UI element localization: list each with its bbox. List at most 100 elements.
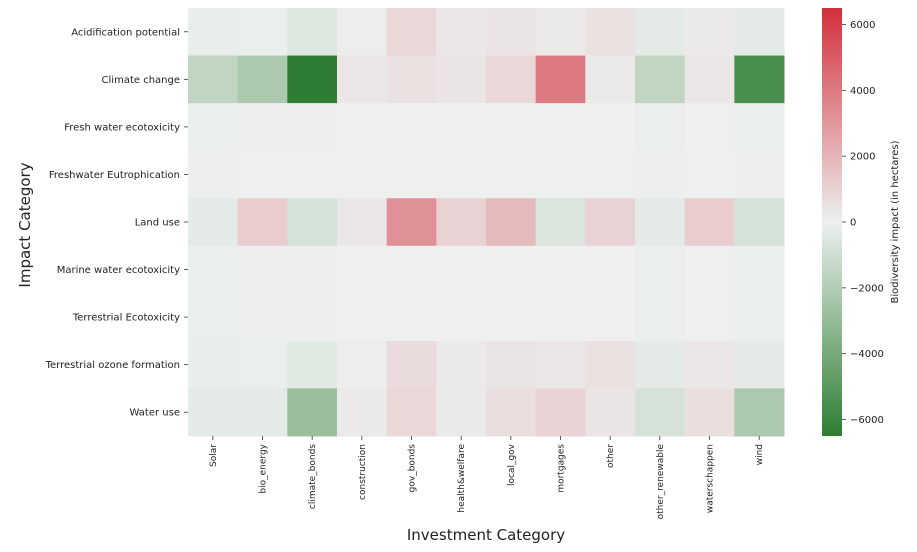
heatmap-cell [287,103,338,152]
heatmap-cell [188,388,239,437]
heatmap-cell [585,340,636,389]
heatmap-cell [734,198,785,247]
heatmap-cell [734,245,785,294]
x-tick-label: local_gov [507,443,517,486]
heatmap-cell [585,103,636,152]
heatmap-cell [237,293,288,342]
heatmap-cell [486,103,537,152]
heatmap-cell [337,340,388,389]
x-tick-label: other_renewable [656,444,666,520]
heatmap-cell [486,293,537,342]
heatmap-cell [684,293,735,342]
heatmap-cell [684,150,735,199]
heatmap-cell [535,198,586,247]
heatmap-cell [287,293,338,342]
y-tick-label: Acidification potential [71,27,180,38]
x-tick-label: climate_bonds [308,444,318,509]
heatmap-cell [734,55,785,104]
heatmap-cell [486,340,537,389]
heatmap-cell [237,388,288,437]
y-tick-label: Water use [130,408,180,419]
heatmap-cell [635,150,686,199]
heatmap-cell [188,198,239,247]
heatmap-cell [287,55,338,104]
heatmap-cell [535,245,586,294]
heatmap-cell [337,8,388,57]
heatmap-cell [436,8,487,57]
heatmap-cell [734,340,785,389]
heatmap-cell [237,55,288,104]
heatmap-cell [237,340,288,389]
heatmap-cell [635,245,686,294]
heatmap-cell [436,103,487,152]
y-tick-labels: Acidification potential Climate change Fre… [45,27,188,419]
colorbar: −6000 −4000 −2000 0 2000 4000 6000 Biodiversit… [822,8,901,436]
heatmap-cell [337,293,388,342]
colorbar-ticks: −6000 −4000 −2000 0 2000 4000 6000 [842,20,884,426]
heatmap-cell [287,198,338,247]
colorbar-tick-label: −6000 [850,415,884,426]
heatmap-cell [635,340,686,389]
x-tick-label: Solar [209,444,219,467]
heatmap-cell [635,103,686,152]
colorbar-tick-label: 2000 [850,152,875,163]
x-tick-labels: Solar bio_energy climate_bonds construction… [209,436,765,519]
heatmap-cell [684,388,735,437]
heatmap-cell [188,293,239,342]
heatmap-cell [684,8,735,57]
heatmap-cell [188,150,239,199]
heatmap-cell [585,245,636,294]
heatmap-cell [734,8,785,57]
heatmap-cell [237,103,288,152]
heatmap-cell [386,103,437,152]
heatmap-cell [486,198,537,247]
y-tick-label: Land use [135,218,180,229]
heatmap-cell [436,198,487,247]
heatmap-cell [486,55,537,104]
heatmap-cell [734,293,785,342]
heatmap-cell [635,388,686,437]
x-tick-label: mortgages [557,444,567,493]
colorbar-tick-label: −2000 [850,283,884,294]
heatmap-cell [486,388,537,437]
heatmap-cell [386,150,437,199]
heatmap-cell [287,150,338,199]
heatmap-cell [188,340,239,389]
heatmap-cell [535,103,586,152]
heatmap-cell [535,340,586,389]
y-tick-label: Terrestrial ozone formation [45,360,180,371]
heatmap-cell [287,8,338,57]
heatmap-cell [585,150,636,199]
heatmap-cell [585,388,636,437]
colorbar-title: Biodiversity impact (in hectares) [890,140,901,303]
colorbar-tick-label: −4000 [850,349,884,360]
heatmap-cell [436,55,487,104]
heatmap-cell [386,198,437,247]
heatmap-cell [188,55,239,104]
heatmap-cell [535,55,586,104]
x-tick-label: waterschappen [706,444,716,513]
heatmap-cell [585,55,636,104]
heatmap-cell [188,103,239,152]
heatmap-cell [684,103,735,152]
heatmap-cell [535,150,586,199]
heatmap-cell [436,340,487,389]
heatmap-cell [337,198,388,247]
heatmap-cell [486,245,537,294]
y-tick-label: Fresh water ecotoxicity [64,122,180,133]
heatmap-cell [386,340,437,389]
heatmap-cell [237,8,288,57]
heatmap-cell [635,55,686,104]
y-tick-label: Climate change [102,75,180,86]
heatmap-cell [684,340,735,389]
x-tick-label: gov_bonds [408,444,418,493]
heatmap-cell [386,293,437,342]
heatmap-cell [287,340,338,389]
heatmap-cell [287,245,338,294]
heatmap-cell [337,388,388,437]
heatmap-cell [237,245,288,294]
heatmap-cell [436,388,487,437]
heatmap-cell [287,388,338,437]
heatmap-cell [535,388,586,437]
